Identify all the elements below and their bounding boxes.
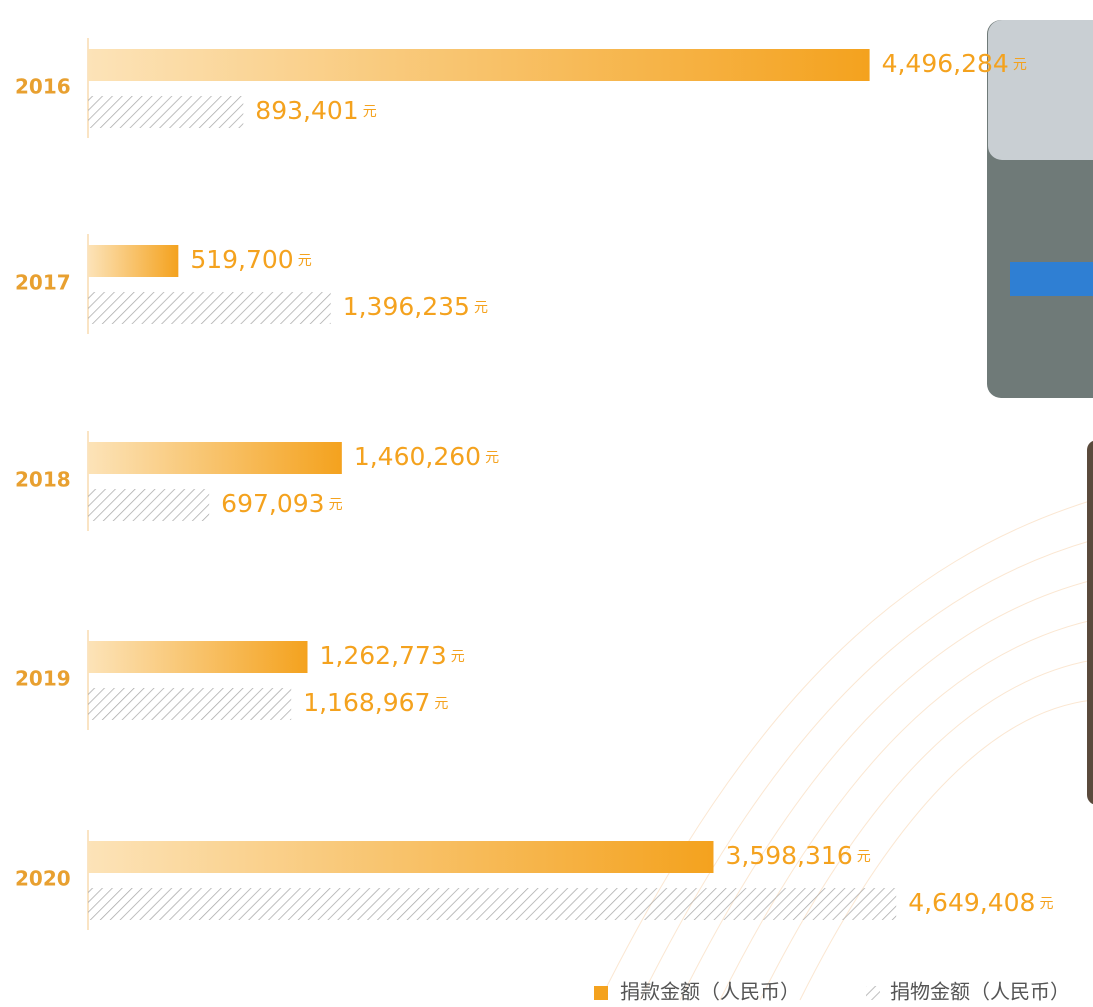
value-unit: 元 [298, 253, 312, 269]
bar [88, 688, 292, 720]
value-number: 3,598,316 [725, 841, 852, 870]
value-label: 1,460,260 元 [354, 442, 499, 471]
value-unit: 元 [363, 104, 377, 120]
bar [88, 96, 244, 128]
bar [88, 292, 331, 324]
value-label: 3,598,316 元 [725, 841, 870, 870]
bar [88, 841, 714, 873]
bar [88, 489, 210, 521]
value-number: 1,168,967 [303, 688, 430, 717]
value-label: 519,700 元 [190, 245, 311, 274]
value-label: 1,168,967 元 [303, 688, 448, 717]
decor-waves [599, 499, 1093, 1001]
value-number: 1,460,260 [354, 442, 481, 471]
y-tick-label: 2016 [15, 75, 71, 99]
value-unit: 元 [434, 696, 448, 712]
value-unit: 元 [451, 649, 465, 665]
y-tick-label: 2018 [15, 468, 71, 492]
value-number: 1,396,235 [343, 292, 470, 321]
bar [88, 245, 179, 277]
value-number: 519,700 [190, 245, 293, 274]
legend-label: 捐物金额（人民币） [890, 980, 1070, 1004]
legend-label: 捐款金额（人民币） [620, 980, 800, 1004]
photo-sky [988, 20, 1093, 160]
value-number: 4,496,284 [882, 49, 1009, 78]
value-number: 697,093 [221, 489, 324, 518]
value-label: 893,401 元 [255, 96, 376, 125]
bar [88, 641, 308, 673]
photo [1087, 440, 1093, 805]
bar [88, 49, 870, 81]
value-unit: 元 [1013, 57, 1027, 73]
value-unit: 元 [857, 849, 871, 865]
legend: 捐款金额（人民币） 捐物金额（人民币） [594, 980, 1070, 1004]
y-tick-label: 2017 [15, 271, 71, 295]
value-unit: 元 [1039, 896, 1053, 912]
value-label: 1,396,235 元 [343, 292, 488, 321]
bar [88, 888, 897, 920]
photo-banner [1010, 262, 1093, 296]
legend-swatch [594, 986, 608, 1000]
value-label: 4,496,284 元 [882, 49, 1027, 78]
legend-swatch [866, 986, 880, 1000]
y-tick-label: 2019 [15, 667, 71, 691]
value-label: 697,093 元 [221, 489, 342, 518]
value-number: 4,649,408 [908, 888, 1035, 917]
value-unit: 元 [485, 450, 499, 466]
value-number: 1,262,773 [320, 641, 447, 670]
value-label: 4,649,408 元 [908, 888, 1053, 917]
value-unit: 元 [474, 300, 488, 316]
y-tick-label: 2020 [15, 867, 71, 891]
bar [88, 442, 342, 474]
value-number: 893,401 [255, 96, 358, 125]
value-unit: 元 [329, 497, 343, 513]
value-label: 1,262,773 元 [320, 641, 465, 670]
